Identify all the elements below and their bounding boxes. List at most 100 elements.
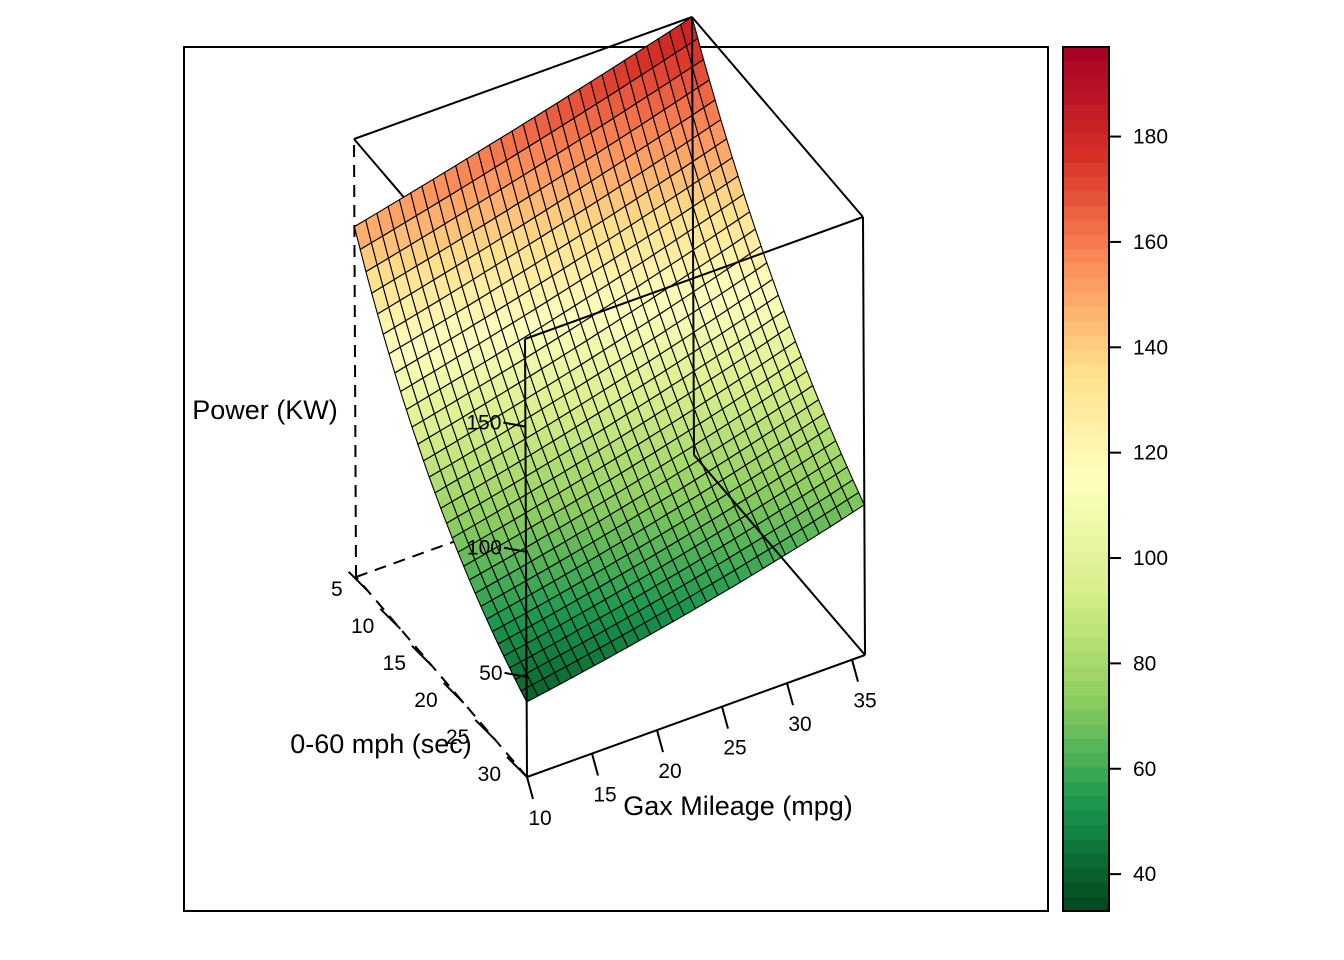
colorbar-swatch: [1063, 608, 1109, 624]
box-edge: [524, 216, 864, 340]
x-tick: [721, 706, 729, 729]
colorbar-swatch: [1063, 738, 1109, 754]
colorbar-swatch: [1063, 824, 1109, 840]
box-edge: [693, 454, 866, 656]
y-tick-label: 25: [446, 726, 469, 749]
colorbar-swatch: [1063, 896, 1109, 912]
colorbar-swatch: [1063, 47, 1109, 62]
x-tick-label: 25: [723, 737, 746, 760]
colorbar-swatch: [1063, 695, 1109, 710]
colorbar-swatch: [1063, 450, 1109, 466]
surface: [353, 16, 865, 703]
z-axis-title: Power (KW): [192, 395, 338, 425]
colorbar-swatch: [1063, 234, 1109, 250]
colorbar-swatch: [1063, 867, 1109, 883]
x-tick: [591, 753, 599, 776]
colorbar-swatch: [1063, 104, 1109, 120]
colorbar-swatch: [1063, 191, 1109, 206]
box-edge: [691, 16, 864, 218]
y-tick: [442, 682, 465, 704]
z-tick: [503, 421, 526, 428]
colorbar-swatch: [1063, 306, 1109, 322]
colorbar-swatch: [1063, 90, 1109, 106]
colorbar-tick-label: 160: [1133, 231, 1168, 254]
colorbar-swatch: [1063, 407, 1109, 422]
y-tick: [411, 645, 433, 667]
box-edge: [526, 654, 866, 778]
colorbar-swatch: [1063, 839, 1109, 854]
y-tick-label: 10: [351, 615, 374, 638]
colorbar-tick-label: 80: [1133, 652, 1156, 675]
colorbar-swatch: [1063, 435, 1109, 451]
colorbar-swatch: [1063, 205, 1109, 221]
colorbar-swatch: [1063, 176, 1109, 192]
x-tick-label: 20: [658, 760, 681, 783]
colorbar-swatch: [1063, 579, 1109, 595]
colorbar-swatch: [1063, 522, 1109, 538]
x-axis-title: Gax Mileage (mpg): [623, 791, 853, 821]
y-tick-label: 30: [478, 763, 501, 786]
box-edge: [524, 338, 528, 778]
colorbar-tick-label: 100: [1133, 547, 1168, 570]
colorbar-swatch: [1063, 75, 1109, 91]
colorbar-swatch: [1063, 421, 1109, 437]
x-tick: [656, 729, 664, 753]
colorbar-swatch: [1063, 493, 1109, 509]
colorbar-swatch: [1063, 752, 1109, 768]
x-tick-label: 35: [853, 690, 876, 713]
colorbar-ticks: 40 60 80 100 120 140 160 180: [1109, 126, 1168, 886]
z-tick: [503, 546, 527, 553]
colorbar-swatch: [1063, 594, 1109, 610]
colorbar-swatch: [1063, 853, 1109, 869]
colorbar-swatch: [1063, 536, 1109, 552]
z-tick-label: 100: [467, 537, 502, 560]
y-axis-title: 0-60 mph (sec): [290, 729, 472, 759]
colorbar-swatch: [1063, 565, 1109, 581]
z-tick-label: 150: [466, 412, 501, 435]
colorbar-swatch: [1063, 651, 1109, 667]
colorbar-swatch: [1063, 781, 1109, 797]
box-edge-hidden: [355, 576, 528, 778]
plot-panel-border: [183, 46, 1049, 912]
front-box: [524, 16, 866, 778]
colorbar-swatch: [1063, 133, 1109, 149]
colorbar-swatch: [1063, 637, 1109, 653]
colorbar-tick-label: 60: [1133, 758, 1156, 781]
colorbar-swatch: [1063, 320, 1109, 336]
y-tick: [347, 571, 370, 593]
colorbar-swatch: [1063, 507, 1109, 523]
colorbar-swatch: [1063, 479, 1109, 494]
colorbar-border: [1062, 46, 1110, 912]
colorbar-swatch: [1063, 551, 1109, 566]
colorbar-swatch: [1063, 291, 1109, 307]
colorbar-tick-label: 140: [1133, 336, 1168, 359]
colorbar-swatch: [1063, 162, 1109, 178]
colorbar-swatch: [1063, 335, 1109, 350]
colorbar-swatch: [1063, 680, 1109, 696]
colorbar-swatches: [1063, 47, 1109, 912]
x-tick-label: 30: [788, 713, 811, 736]
colorbar-swatch: [1063, 464, 1109, 480]
colorbar-tick-label: 120: [1133, 442, 1168, 465]
colorbar-swatch: [1063, 147, 1109, 163]
colorbar-swatch: [1063, 263, 1109, 278]
colorbar-swatch: [1063, 378, 1109, 394]
z-tick-label: 50: [479, 662, 502, 685]
colorbar-swatch: [1063, 349, 1109, 365]
colorbar-swatch: [1063, 219, 1109, 235]
colorbar-swatch: [1063, 810, 1109, 826]
y-tick: [506, 756, 528, 778]
colorbar-tick-label: 40: [1133, 863, 1156, 886]
colorbar-swatch: [1063, 277, 1109, 293]
axes: 10 15 20 25 30 35 5 10 15 20 25 30 50 100 150 Gax Milea…: [192, 395, 876, 830]
box-edge-back-vertical: [353, 138, 357, 578]
colorbar-swatch: [1063, 723, 1109, 739]
colorbar: 40 60 80 100 120 140 160 180: [1062, 46, 1168, 912]
y-tick-label: 5: [331, 578, 343, 601]
y-tick: [379, 608, 402, 630]
colorbar-swatch: [1063, 392, 1109, 408]
box-edge: [862, 216, 866, 656]
z-tick: [504, 671, 527, 678]
y-tick-label: 20: [414, 689, 437, 712]
